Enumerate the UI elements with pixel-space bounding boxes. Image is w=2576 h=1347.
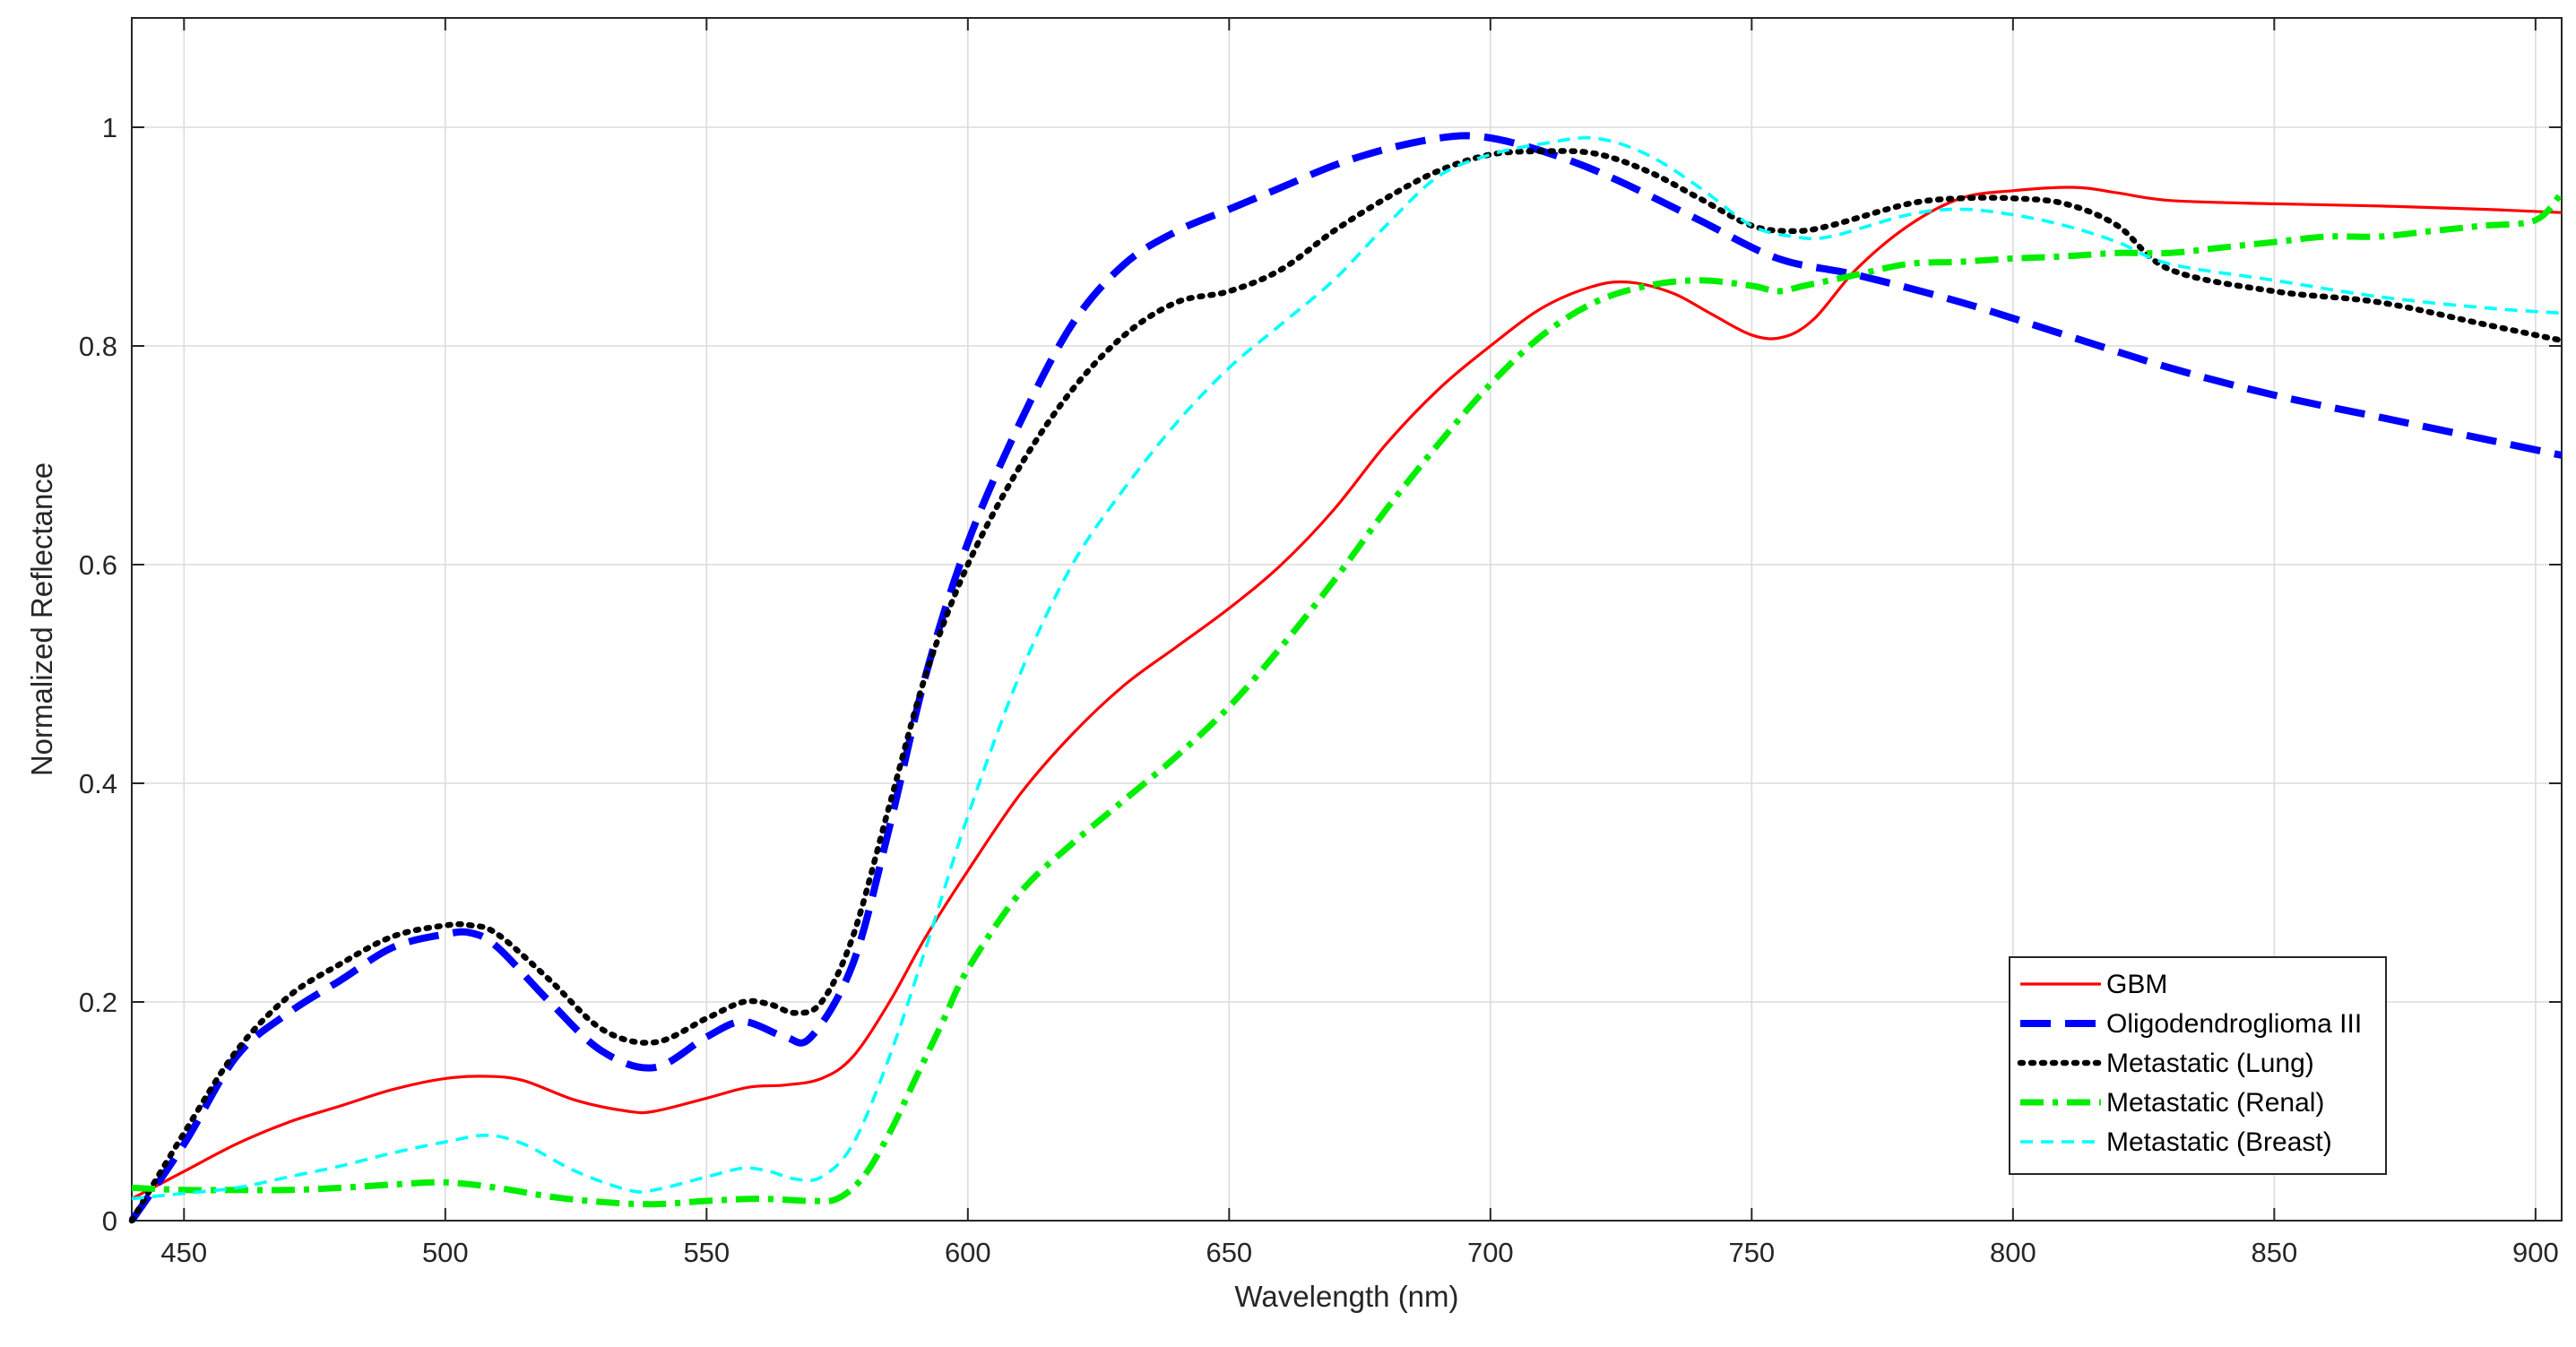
x-tick-label: 900	[2512, 1237, 2559, 1268]
x-tick-label: 750	[1728, 1237, 1775, 1268]
legend-label: Metastatic (Breast)	[2106, 1127, 2332, 1157]
legend: GBM Oligodendroglioma III Metastatic (Lung…	[2009, 956, 2387, 1175]
x-tick-label: 550	[683, 1237, 730, 1268]
legend-label: Metastatic (Lung)	[2106, 1049, 2314, 1078]
legend-label: Oligodendroglioma III	[2106, 1009, 2362, 1039]
y-tick-label: 0.4	[79, 768, 117, 799]
series-line-5	[131, 135, 2563, 1201]
series-line-4	[131, 190, 2564, 1208]
x-tick-label: 600	[945, 1237, 991, 1268]
x-tick-label: 650	[1206, 1237, 1252, 1268]
x-tick-label: 800	[1990, 1237, 2036, 1268]
y-axis-title: Normalized Reflectance	[25, 462, 58, 776]
x-tick-label: 450	[160, 1237, 207, 1268]
legend-label: Metastatic (Renal)	[2106, 1088, 2324, 1118]
x-tick-label: 700	[1467, 1237, 1514, 1268]
y-tick-label: 0.2	[79, 987, 117, 1018]
legend-label: GBM	[2106, 970, 2167, 999]
y-tick-label: 0.6	[79, 549, 117, 581]
series-line-1	[131, 186, 2563, 1201]
x-ticks: 450 500 550 600 650 700 750 800 850 900	[160, 18, 2559, 1268]
y-tick-label: 0	[102, 1205, 117, 1237]
x-tick-label: 500	[422, 1237, 469, 1268]
plot-area	[131, 17, 2563, 1222]
series-lines	[128, 132, 2565, 1224]
x-axis-title: Wavelength (nm)	[1234, 1280, 1458, 1313]
y-tick-label: 1	[102, 112, 117, 143]
legend-box	[2009, 956, 2387, 1175]
y-ticks: 0 0.2 0.4 0.6 0.8 1	[79, 112, 2562, 1237]
x-tick-label: 850	[2251, 1237, 2297, 1268]
series-line-2	[128, 132, 2563, 1223]
y-tick-label: 0.8	[79, 331, 117, 362]
series-line-3	[128, 148, 2565, 1224]
